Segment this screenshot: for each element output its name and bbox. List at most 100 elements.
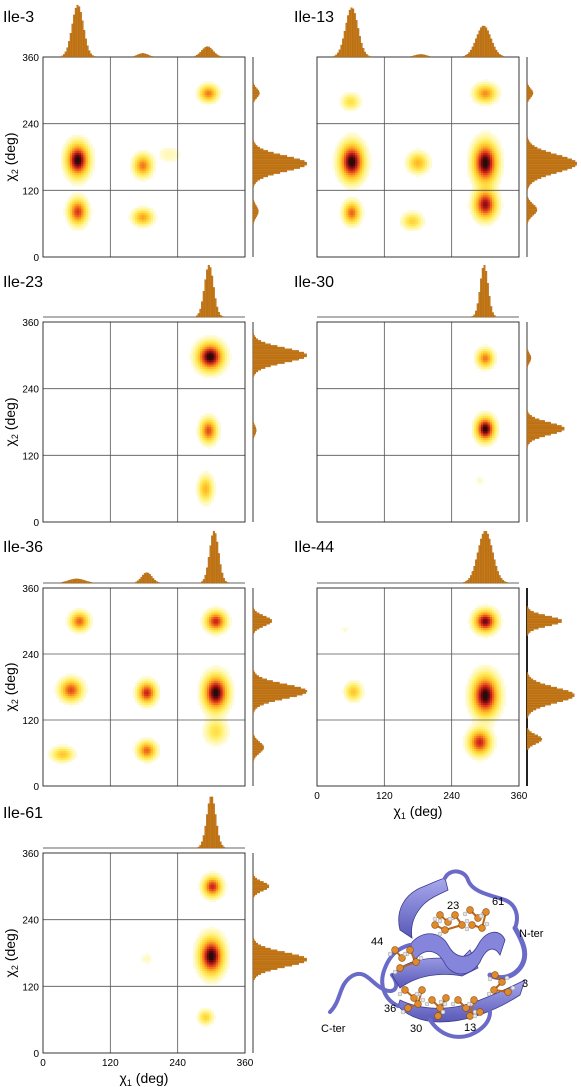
chi2-histogram-bar [252,678,267,681]
chi2-histogram-bar [252,86,257,89]
density-cell [206,680,210,683]
density-cell [222,627,226,631]
density-cell [206,442,210,445]
chi2-histogram-bar [252,163,307,166]
chi2-histogram-bar [526,410,528,413]
density-cell [359,168,363,171]
density-cell [357,217,361,220]
density-cell [476,81,479,85]
density-cell [404,223,408,227]
density-cell [69,691,73,694]
density-cell [496,152,500,156]
density-cell [350,94,354,98]
density-cell [409,170,412,173]
density-cell [422,163,426,167]
density-cell [467,680,471,683]
density-cell [202,711,205,714]
density-cell [74,205,78,209]
density-cell [337,165,340,169]
density-cell [141,700,145,703]
density-cell [343,693,347,697]
density-cell [229,680,232,683]
density-cell [359,163,363,167]
density-cell [485,92,488,96]
density-cell [231,702,235,705]
density-cell [139,154,143,158]
density-cell [339,139,343,142]
density-cell [135,210,138,213]
density-cell [211,671,214,675]
density-cell [204,475,208,478]
density-cell [343,159,347,162]
density-cell [141,214,145,218]
density-cell [148,157,152,160]
density-cell [215,623,219,626]
density-cell [137,739,140,743]
density-cell [359,103,363,107]
density-cell [144,221,147,225]
chi1-histogram-bar [471,46,474,58]
density-cell [469,203,473,207]
density-cell [155,691,158,694]
density-cell [65,150,69,153]
density-cell [137,750,140,754]
density-cell [202,726,205,730]
density-cell [60,759,64,763]
density-cell [483,212,486,216]
density-cell [74,673,78,677]
density-cell [346,205,349,209]
density-cell [350,188,354,191]
density-cell [404,219,408,222]
density-cell [487,83,491,87]
density-cell [215,680,219,683]
density-cell [355,177,358,180]
density-cell [471,426,475,430]
density-cell [227,695,230,699]
density-cell [90,623,93,626]
density-cell [218,610,221,613]
density-cell [474,217,477,220]
density-cell [132,691,136,694]
density-cell [496,419,500,423]
density-cell [67,210,71,213]
density-cell [489,194,493,198]
density-cell [471,212,475,216]
density-cell [146,684,149,688]
density-cell [357,201,361,205]
density-cell [81,228,84,231]
density-cell [76,201,80,205]
density-cell [406,223,410,227]
density-cell [67,174,71,178]
density-cell [204,470,208,474]
density-cell [81,154,84,158]
density-cell [204,350,208,354]
density-cell [496,150,500,153]
density-cell [422,150,426,153]
chi2-histogram-bar [526,151,551,154]
density-cell [87,163,91,167]
density-cell [215,698,219,701]
density-cell [471,424,475,427]
density-cell [483,194,486,198]
density-cell [467,174,471,178]
chi2-histogram-bar [252,96,257,99]
density-cell [343,199,347,202]
density-cell [213,680,217,683]
density-cell [65,678,69,681]
density-cell [418,150,421,153]
density-cell [218,687,221,690]
density-cell [209,693,212,697]
density-cell [341,94,345,98]
density-cell [487,192,491,196]
density-cell [420,217,423,220]
density-cell [341,174,345,178]
density-cell [227,673,230,677]
density-cell [218,739,221,743]
density-cell [409,225,412,229]
density-cell [146,150,149,153]
density-cell [350,172,354,176]
density-cell [197,437,201,441]
density-cell [480,444,484,447]
density-cell [60,744,64,747]
density-cell [200,695,203,699]
